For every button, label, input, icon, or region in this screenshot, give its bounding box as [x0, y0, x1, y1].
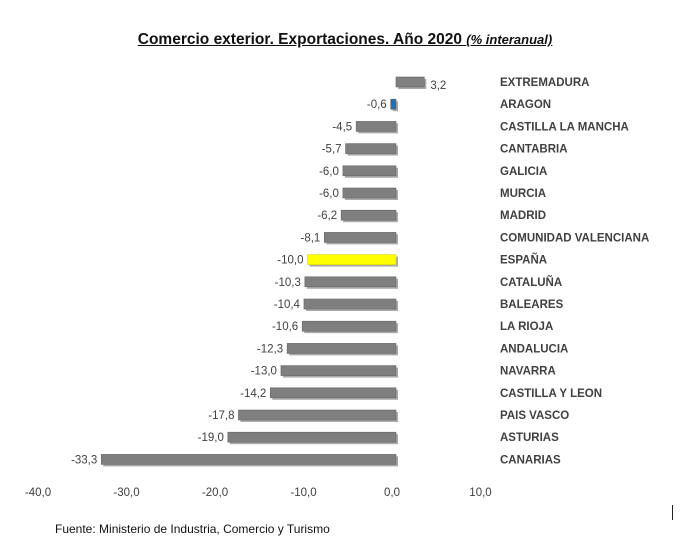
bar: [340, 209, 397, 221]
category-label: PAIS VASCO: [500, 410, 569, 422]
chart-subtitle: (% interanual): [466, 32, 553, 47]
x-tick-label: 0,0: [384, 487, 400, 499]
bar: [355, 121, 397, 132]
bar: [238, 409, 397, 421]
category-label: BALEARES: [500, 299, 564, 311]
bar: [286, 343, 397, 354]
bar: [324, 232, 397, 243]
value-label: -10,6: [272, 321, 298, 333]
category-label: ANDALUCIA: [500, 343, 568, 355]
category-label: GALICIA: [500, 166, 547, 178]
bar: [342, 187, 397, 199]
value-label: -8,1: [300, 232, 320, 244]
category-label: EXTREMADURA: [500, 77, 589, 89]
category-label: LA RIOJA: [500, 321, 553, 333]
bar: [342, 165, 397, 177]
bar: [227, 431, 397, 443]
category-label: CANARIAS: [500, 454, 561, 466]
source-note: Fuente: Ministerio de Industria, Comerci…: [55, 522, 330, 536]
x-tick-label: -40,0: [25, 487, 51, 499]
value-label: -17,8: [208, 410, 234, 422]
x-tick-label: -20,0: [202, 487, 228, 499]
value-label: -0,6: [367, 99, 387, 111]
value-label: -6,2: [317, 210, 337, 222]
bar: [301, 320, 397, 332]
value-label: -14,2: [240, 388, 266, 400]
value-label: -13,0: [251, 366, 277, 378]
value-label: -6,0: [319, 166, 339, 178]
category-label: MADRID: [500, 210, 546, 222]
bar: [390, 98, 397, 110]
value-label: -10,4: [274, 299, 301, 311]
category-label: CASTILLA LA MANCHA: [500, 121, 629, 133]
value-label: -5,7: [322, 144, 342, 156]
text-cursor: [672, 505, 673, 520]
category-label: COMUNIDAD VALENCIANA: [500, 232, 649, 244]
value-label: -12,3: [257, 343, 283, 355]
category-label: CASTILLA Y LEON: [500, 388, 602, 400]
value-label: -4,5: [332, 121, 352, 133]
bar: [395, 76, 425, 88]
category-label: CATALUÑA: [500, 276, 562, 289]
value-label: -10,0: [277, 255, 303, 267]
bar: [270, 387, 397, 399]
bar: [303, 298, 397, 310]
category-label: ASTURIAS: [500, 432, 559, 444]
bar: [304, 276, 397, 288]
category-label: ESPAÑA: [500, 254, 547, 267]
bar: [307, 254, 397, 265]
value-label: -19,0: [198, 432, 224, 444]
value-label: -6,0: [319, 188, 339, 200]
bar: [280, 365, 397, 376]
category-label: CANTABRIA: [500, 144, 568, 156]
category-label: MURCIA: [500, 188, 546, 200]
category-label: NAVARRA: [500, 366, 556, 378]
x-tick-label: 10,0: [469, 487, 491, 499]
value-label: -33,3: [71, 454, 97, 466]
value-label: -10,3: [275, 277, 301, 289]
chart-title: Comercio exterior. Exportaciones. Año 20…: [137, 31, 553, 48]
x-tick-label: -30,0: [113, 487, 139, 499]
bar: [345, 143, 397, 154]
bar: [100, 454, 397, 465]
x-tick-label: -10,0: [290, 487, 316, 499]
value-label: 3,2: [430, 80, 446, 92]
category-label: ARAGON: [500, 99, 551, 111]
